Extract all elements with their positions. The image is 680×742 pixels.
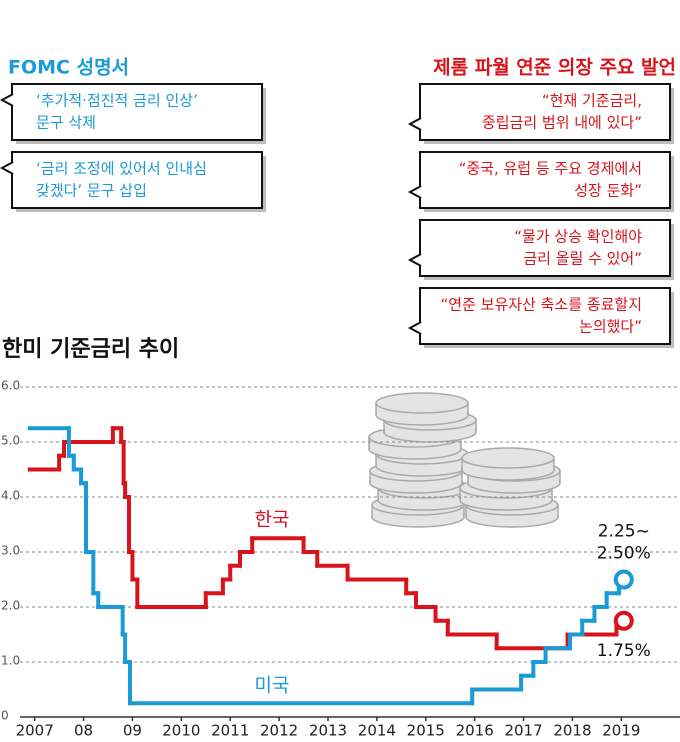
y-tick-label: 0 <box>1 709 9 723</box>
powell-quote: 중립금리 범위 내에 있다” <box>482 114 642 132</box>
series-label: 미국 <box>255 675 290 697</box>
speech-tail <box>0 161 14 175</box>
x-tick-label: 2017 <box>504 722 542 740</box>
x-tick-label: 2010 <box>162 722 200 740</box>
fomc-quote: 문구 삭제 <box>36 114 96 132</box>
powell-quote: “연준 보유자산 축소를 종료할지 <box>441 296 642 314</box>
y-tick-label: 5.0 <box>1 434 20 448</box>
speech-tail <box>407 117 422 131</box>
powell-quote: 성장 둔화” <box>574 182 642 200</box>
speech-box <box>11 151 263 209</box>
speech-tail <box>407 321 422 335</box>
speech-tail <box>407 185 422 199</box>
powell-title: 제롬 파월 연준 의장 주요 발언 <box>433 57 676 79</box>
fomc-quote: ‘금리 조정에 있어서 인내심 <box>36 160 207 178</box>
end-label: 2.50% <box>597 544 651 564</box>
y-tick-label: 3.0 <box>1 544 20 558</box>
speech-box <box>419 151 671 209</box>
end-label: 1.75% <box>597 641 651 661</box>
speech-box <box>419 83 671 141</box>
end-marker <box>613 610 634 631</box>
speech-box <box>419 219 671 277</box>
rate-series <box>27 426 626 651</box>
x-tick-label: 2014 <box>358 722 396 740</box>
x-tick-label: 09 <box>123 722 142 740</box>
x-tick-label: 2016 <box>456 722 494 740</box>
x-tick-label: 08 <box>74 722 93 740</box>
x-tick-label: 2013 <box>309 722 347 740</box>
x-tick-label: 2018 <box>553 722 591 740</box>
x-tick-label: 2015 <box>407 722 445 740</box>
powell-quote: “현재 기준금리, <box>542 92 642 110</box>
powell-quote: 금리 올릴 수 있어” <box>523 250 642 268</box>
powell-quote: “중국, 유럽 등 주요 경제에서 <box>459 160 642 178</box>
chart-title: 한미 기준금리 추이 <box>2 337 179 362</box>
speech-box <box>419 287 671 345</box>
y-tick-label: 2.0 <box>1 599 20 613</box>
speech-tail <box>0 93 14 107</box>
fomc-quote: ‘추가적·점진적 금리 인상’ <box>36 92 198 110</box>
speech-tail <box>407 253 422 267</box>
series-label: 한국 <box>255 509 290 531</box>
x-tick-label: 2019 <box>602 722 640 740</box>
x-tick-label: 2007 <box>16 722 54 740</box>
end-marker <box>613 569 634 590</box>
x-tick-label: 2012 <box>260 722 298 740</box>
y-tick-label: 6.0 <box>1 379 20 393</box>
fomc-quote: 갖겠다’ 문구 삽입 <box>36 182 147 200</box>
powell-quote: 논의했다” <box>579 318 642 336</box>
speech-box <box>11 83 263 141</box>
end-label: 2.25~ <box>598 522 650 542</box>
y-tick-label: 1.0 <box>1 654 20 668</box>
coin-illustration <box>368 392 561 528</box>
x-tick-label: 2011 <box>211 722 249 740</box>
powell-quote: “물가 상승 확인해야 <box>514 228 642 246</box>
y-tick-label: 4.0 <box>1 489 20 503</box>
fomc-title: FOMC 성명서 <box>8 57 129 79</box>
